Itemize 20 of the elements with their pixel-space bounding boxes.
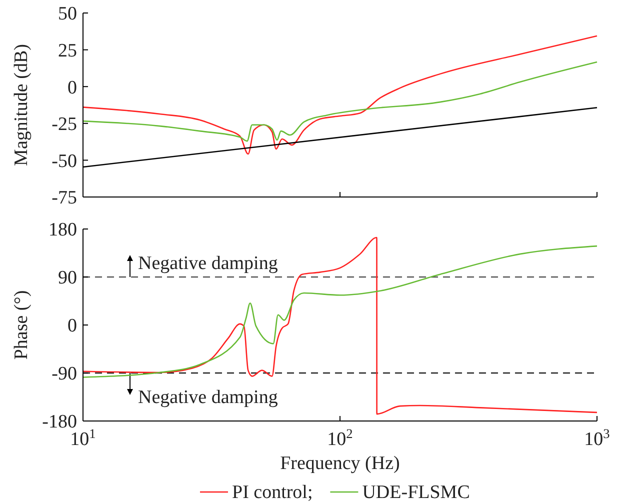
y-tick-label: -75 — [52, 188, 77, 209]
legend-label: PI control; — [232, 482, 313, 502]
y-axis-title: Phase (°) — [11, 290, 32, 360]
y-tick-label: 50 — [58, 4, 77, 25]
y-tick-label: -90 — [52, 364, 77, 385]
y-tick-label: -25 — [52, 114, 77, 136]
y-tick-label: 90 — [58, 268, 77, 289]
x-axis-title: Frequency (Hz) — [280, 453, 400, 474]
legend-label: UDE-FLSMC — [362, 482, 470, 502]
y-tick-label: 0 — [68, 316, 77, 337]
ref-line-label: Negative damping — [138, 253, 278, 274]
y-tick-label: 180 — [48, 220, 77, 241]
y-tick-label: -50 — [52, 150, 77, 172]
y-tick-label: -180 — [42, 412, 77, 433]
ref-line-label: Negative damping — [138, 387, 278, 408]
y-tick-label: 0 — [68, 77, 77, 98]
x-tick-label: 10$^{3}$ — [584, 426, 610, 450]
y-tick-label: 25 — [58, 40, 77, 62]
x-tick-label: 10$^{2}$ — [327, 426, 353, 450]
y-axis-title: Magnitude (dB) — [11, 44, 32, 166]
